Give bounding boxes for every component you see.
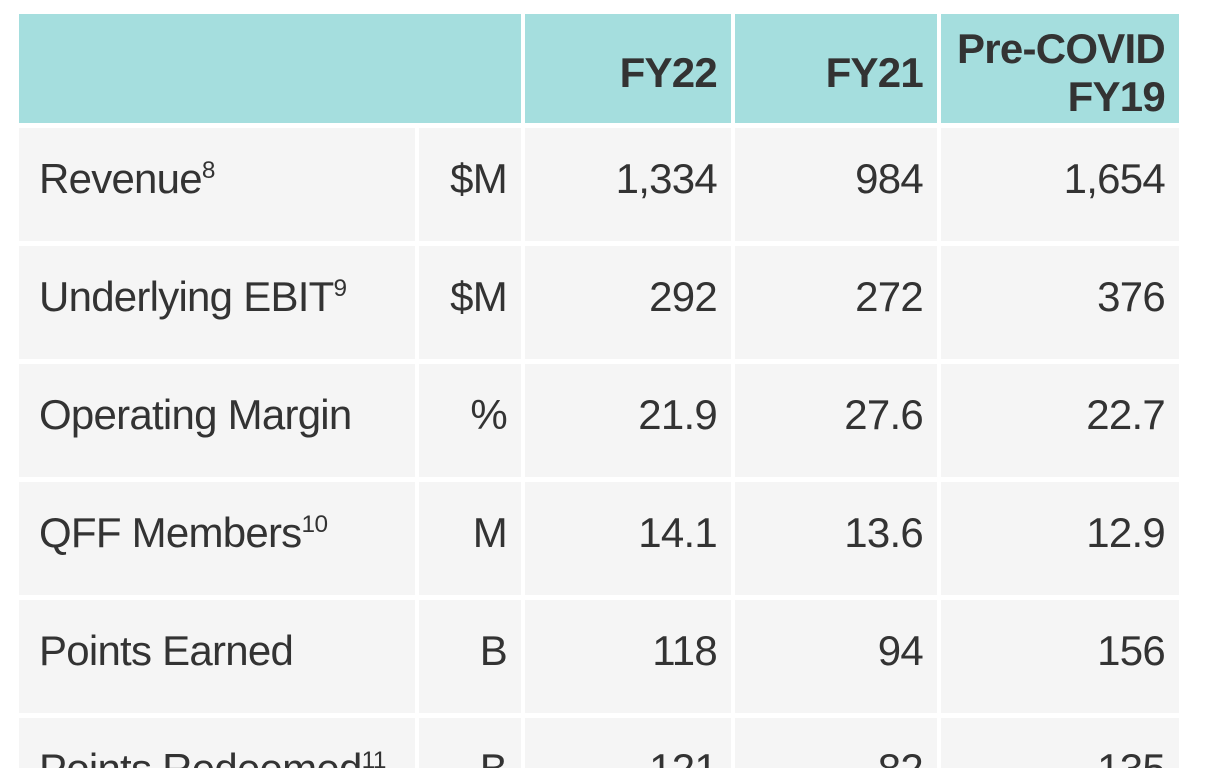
row-unit: $M — [419, 128, 521, 241]
cell-fy21-value: 27.6 — [735, 364, 937, 477]
cell-fy19-value: 376 — [941, 246, 1179, 359]
header-fy19-precovid: Pre-COVID FY19 — [941, 14, 1179, 123]
cell-fy21-value: 13.6 — [735, 482, 937, 595]
header-fy19-line1: Pre-COVID — [957, 25, 1166, 73]
row-label: Points Earned — [19, 600, 415, 713]
metric-name: Revenue — [39, 155, 203, 203]
row-label: Points Redeemed11 — [19, 718, 415, 768]
row-unit: M — [419, 482, 521, 595]
row-label: Operating Margin — [19, 364, 415, 477]
footnote-ref: 8 — [201, 157, 216, 185]
cell-fy22-value: 14.1 — [525, 482, 731, 595]
metric-name: Points Earned — [39, 627, 294, 675]
row-unit: % — [419, 364, 521, 477]
cell-fy21-value: 94 — [735, 600, 937, 713]
cell-fy21-value: 82 — [735, 718, 937, 768]
footnote-ref: 11 — [361, 747, 387, 768]
table-row-points-redeemed: Points Redeemed11 B 121 82 135 — [19, 718, 1179, 768]
row-label: QFF Members10 — [19, 482, 415, 595]
metric-name: Underlying EBIT — [39, 273, 334, 321]
cell-fy22-value: 21.9 — [525, 364, 731, 477]
table-row-points-earned: Points Earned B 118 94 156 — [19, 600, 1179, 713]
metric-name: Points Redeemed — [39, 745, 362, 768]
table-row-operating-margin: Operating Margin % 21.9 27.6 22.7 — [19, 364, 1179, 477]
header-fy22-label: FY22 — [619, 48, 718, 96]
footnote-ref: 9 — [333, 275, 348, 303]
financial-results-table: FY22 FY21 Pre-COVID FY19 Revenue8 $M 1,3… — [15, 9, 1183, 768]
cell-fy19-value: 1,654 — [941, 128, 1179, 241]
cell-fy22-value: 1,334 — [525, 128, 731, 241]
cell-fy19-value: 135 — [941, 718, 1179, 768]
table-row-revenue: Revenue8 $M 1,334 984 1,654 — [19, 128, 1179, 241]
cell-fy22-value: 118 — [525, 600, 731, 713]
header-fy21: FY21 — [735, 14, 937, 123]
cell-fy19-value: 156 — [941, 600, 1179, 713]
cell-fy19-value: 22.7 — [941, 364, 1179, 477]
row-unit: B — [419, 600, 521, 713]
cell-fy19-value: 12.9 — [941, 482, 1179, 595]
header-corner-cell — [19, 14, 521, 123]
cell-fy21-value: 272 — [735, 246, 937, 359]
metric-name: QFF Members — [39, 509, 302, 557]
row-label: Underlying EBIT9 — [19, 246, 415, 359]
table-row-underlying-ebit: Underlying EBIT9 $M 292 272 376 — [19, 246, 1179, 359]
table-header-row: FY22 FY21 Pre-COVID FY19 — [19, 14, 1179, 123]
table-row-qff-members: QFF Members10 M 14.1 13.6 12.9 — [19, 482, 1179, 595]
header-fy21-label: FY21 — [825, 48, 924, 96]
header-fy22: FY22 — [525, 14, 731, 123]
cell-fy22-value: 121 — [525, 718, 731, 768]
header-fy19-line2: FY19 — [1067, 72, 1166, 120]
row-label: Revenue8 — [19, 128, 415, 241]
metric-name: Operating Margin — [39, 391, 352, 439]
cell-fy21-value: 984 — [735, 128, 937, 241]
row-unit: $M — [419, 246, 521, 359]
cell-fy22-value: 292 — [525, 246, 731, 359]
row-unit: B — [419, 718, 521, 768]
footnote-ref: 10 — [301, 511, 328, 539]
